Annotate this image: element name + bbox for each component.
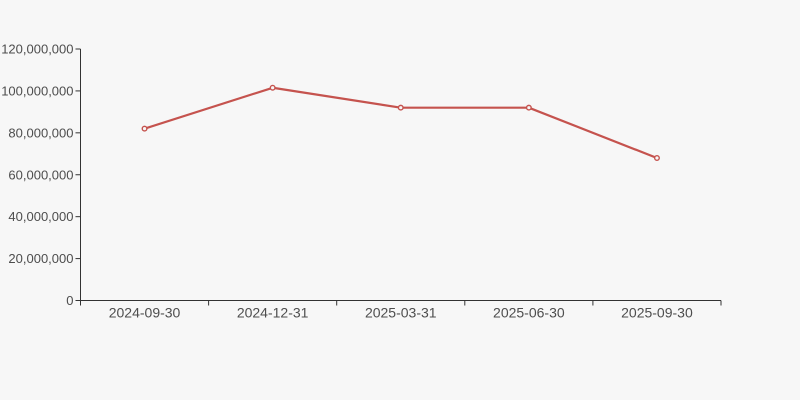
x-axis-tick-label: 2025-03-31 [365,305,437,321]
y-axis-tick-label: 100,000,000 [1,83,73,98]
y-axis-tick-label: 0 [66,293,73,308]
x-axis-tick-label: 2024-12-31 [237,305,309,321]
y-axis-tick-label: 20,000,000 [8,251,73,266]
data-point-marker [269,84,276,91]
data-point-marker [397,104,404,111]
data-point-marker [525,104,532,111]
data-point-marker [653,154,660,161]
y-axis-tick-label: 80,000,000 [8,125,73,140]
x-axis-tick-label: 2025-06-30 [493,305,565,321]
series-line [143,86,659,160]
y-axis-tick-label: 40,000,000 [8,209,73,224]
y-axis-tick-label: 60,000,000 [8,167,73,182]
x-axis-tick-label: 2025-09-30 [621,305,693,321]
y-axis-tick-label: 120,000,000 [1,42,73,57]
x-axis-tick-label: 2024-09-30 [109,305,181,321]
data-point-marker [141,125,148,132]
